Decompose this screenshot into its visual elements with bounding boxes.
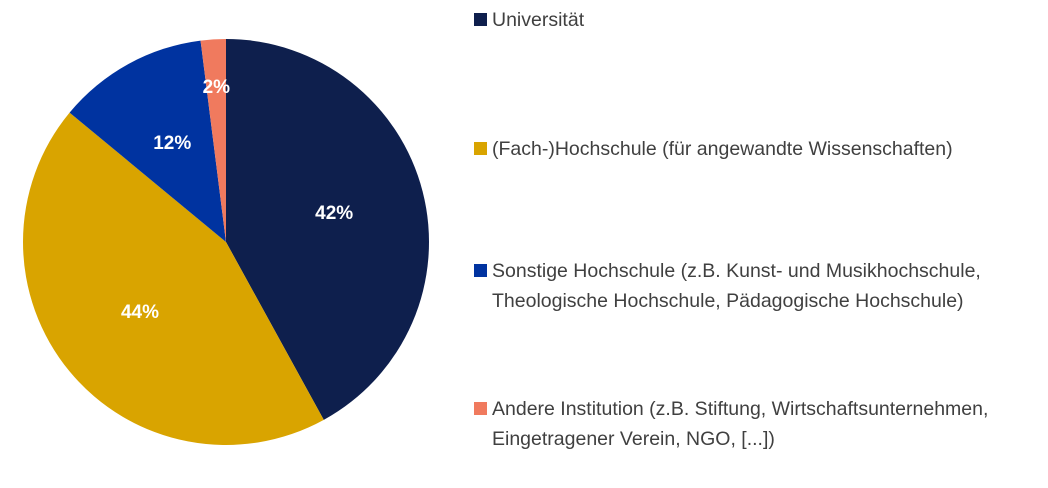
pie-slice	[226, 39, 430, 420]
legend-swatch	[474, 142, 487, 155]
legend-label: (Fach-)Hochschule (für angewandte Wissen…	[492, 138, 953, 160]
pie-slice	[200, 39, 226, 242]
legend-swatch	[474, 402, 487, 415]
data-label: 2%	[203, 77, 231, 98]
legend-item: Andere Institution (z.B. Stiftung, Wirts…	[474, 394, 1034, 454]
legend-swatch	[474, 13, 487, 26]
legend-item: Sonstige Hochschule (z.B. Kunst- und Mus…	[474, 256, 1034, 316]
data-label: 44%	[121, 302, 159, 323]
legend-label: Universität	[492, 9, 585, 31]
pie-slice	[69, 40, 226, 243]
legend-item: Universität	[474, 5, 1034, 35]
data-label: 42%	[315, 203, 353, 224]
pie-slice	[22, 112, 324, 446]
data-label: 12%	[153, 133, 191, 154]
legend-label: Andere Institution (z.B. Stiftung, Wirts…	[492, 398, 989, 450]
legend-swatch	[474, 264, 487, 277]
legend-label: Sonstige Hochschule (z.B. Kunst- und Mus…	[492, 260, 981, 312]
legend-item: (Fach-)Hochschule (für angewandte Wissen…	[474, 134, 1034, 164]
